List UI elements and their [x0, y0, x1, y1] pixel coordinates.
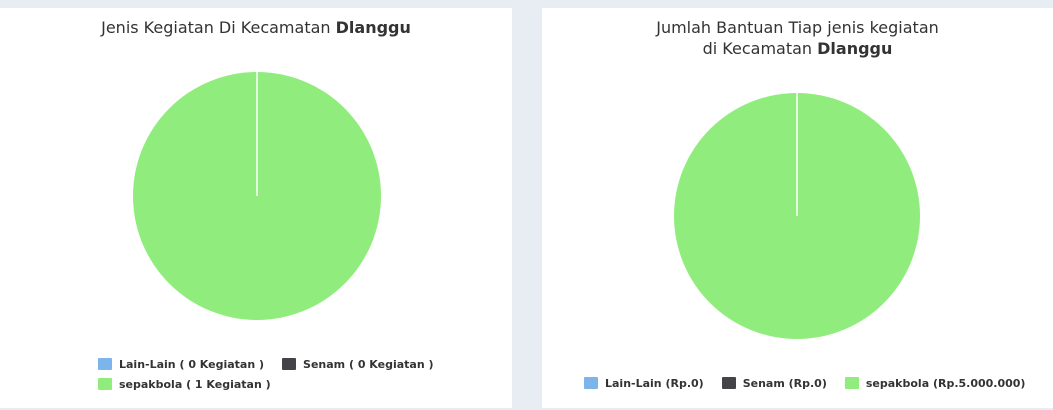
legend-label: Senam (Rp.0) — [742, 376, 827, 390]
chart-title-bold: Dlanggu — [817, 39, 893, 58]
chart-title-text: Jenis Kegiatan Di Kecamatan — [101, 18, 331, 37]
chart-legend: Lain-Lain ( 0 Kegiatan ) Senam ( 0 Kegia… — [98, 354, 452, 394]
chart-title-line1: Jumlah Bantuan Tiap jenis kegiatan — [656, 18, 939, 37]
chart-title: Jenis Kegiatan Di Kecamatan Dlanggu — [0, 17, 512, 38]
chart-title: Jumlah Bantuan Tiap jenis kegiatan di Ke… — [542, 17, 1053, 59]
chart-title-bold: Dlanggu — [335, 18, 411, 37]
pie-chart-bantuan — [674, 93, 920, 339]
legend-label: sepakbola ( 1 Kegiatan ) — [119, 377, 271, 391]
legend-swatch — [98, 358, 112, 370]
legend-item-sepakbola[interactable]: sepakbola ( 1 Kegiatan ) — [98, 378, 271, 391]
chart-panel-kegiatan: Jenis Kegiatan Di Kecamatan Dlanggu Lain… — [0, 8, 512, 408]
legend-item-lain-lain[interactable]: Lain-Lain (Rp.0) — [584, 377, 704, 390]
legend-item-sepakbola[interactable]: sepakbola (Rp.5.000.000) — [844, 376, 1026, 390]
legend-label: Lain-Lain (Rp.0) — [605, 376, 704, 390]
chart-panel-bantuan: Jumlah Bantuan Tiap jenis kegiatan di Ke… — [542, 8, 1053, 408]
legend-label: sepakbola (Rp.5.000.000) — [865, 376, 1026, 390]
chart-title-text: di Kecamatan — [702, 39, 813, 58]
legend-swatch — [98, 378, 112, 390]
legend-swatch — [584, 377, 598, 389]
legend-item-senam[interactable]: Senam (Rp.0) — [721, 376, 827, 390]
legend-item-lain-lain[interactable]: Lain-Lain ( 0 Kegiatan ) — [98, 358, 264, 371]
chart-legend: Lain-Lain (Rp.0) Senam (Rp.0) sepakbola … — [584, 373, 1043, 393]
legend-swatch — [844, 377, 859, 389]
legend-label: Lain-Lain ( 0 Kegiatan ) — [119, 357, 265, 371]
legend-swatch — [721, 377, 736, 389]
legend-swatch — [282, 358, 297, 370]
chart-title-line2: di Kecamatan Dlanggu — [542, 38, 1053, 59]
pie-chart-kegiatan — [133, 72, 381, 320]
legend-item-senam[interactable]: Senam ( 0 Kegiatan ) — [282, 358, 434, 371]
legend-label: Senam ( 0 Kegiatan ) — [303, 357, 434, 371]
